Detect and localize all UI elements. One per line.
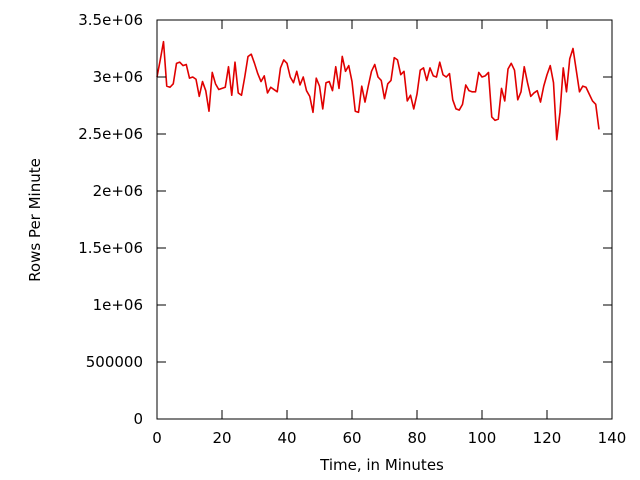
y-tick-label: 0 (133, 410, 143, 428)
y-tick-label: 1e+06 (93, 296, 143, 314)
x-tick-label: 20 (212, 429, 231, 447)
x-tick-label: 80 (407, 429, 426, 447)
y-axis-label: Rows Per Minute (26, 158, 44, 282)
y-tick-label: 1.5e+06 (78, 239, 143, 257)
plot-frame (156, 19, 613, 420)
x-tick-label: 0 (152, 429, 162, 447)
x-tick-label: 40 (277, 429, 296, 447)
y-tick-label: 3e+06 (93, 68, 143, 86)
x-tick-label: 140 (598, 429, 627, 447)
x-tick-label: 100 (468, 429, 497, 447)
y-tick-label: 3.5e+06 (78, 11, 143, 29)
y-tick-label: 500000 (86, 353, 143, 371)
x-tick-label: 120 (533, 429, 562, 447)
y-tick-label: 2.5e+06 (78, 125, 143, 143)
x-tick-label: 60 (342, 429, 361, 447)
tick-layer: 0 20 40 60 80 100 120 140 0 500000 1e+06 1.5e+06 2e+… (78, 11, 626, 447)
series-line (156, 40, 600, 141)
series-layer (156, 40, 600, 141)
x-axis-label: Time, in Minutes (319, 456, 444, 474)
y-tick-label: 2e+06 (93, 182, 143, 200)
